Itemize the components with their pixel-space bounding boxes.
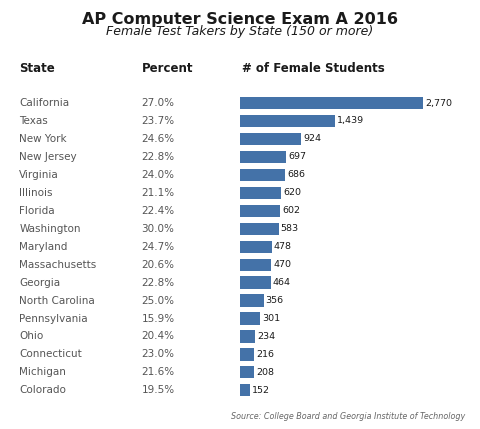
Text: California: California [19,98,69,108]
Text: Texas: Texas [19,116,48,126]
Bar [240,133,301,145]
Text: Colorado: Colorado [19,385,66,396]
Bar [240,330,255,343]
Text: New Jersey: New Jersey [19,152,77,162]
Text: 19.5%: 19.5% [142,385,175,396]
Text: 30.0%: 30.0% [142,224,174,234]
Text: 20.6%: 20.6% [142,260,175,270]
Text: 27.0%: 27.0% [142,98,175,108]
Bar [240,259,271,271]
Bar [240,187,281,199]
Bar [240,151,286,163]
Text: 23.0%: 23.0% [142,350,175,360]
Text: Female Test Takers by State (150 or more): Female Test Takers by State (150 or more… [107,25,373,38]
Text: 924: 924 [303,134,321,143]
Text: 25.0%: 25.0% [142,296,175,305]
Text: 24.7%: 24.7% [142,242,175,252]
Bar [240,366,254,378]
Text: Pennsylvania: Pennsylvania [19,314,88,323]
Text: 20.4%: 20.4% [142,332,175,341]
Text: New York: New York [19,134,67,144]
Text: 152: 152 [252,386,270,395]
Text: 23.7%: 23.7% [142,116,175,126]
Text: 620: 620 [283,188,301,197]
Text: 22.4%: 22.4% [142,206,175,216]
Text: Georgia: Georgia [19,278,60,287]
Text: Ohio: Ohio [19,332,44,341]
Text: 356: 356 [266,296,284,305]
Bar [240,294,264,307]
Text: 21.6%: 21.6% [142,367,175,378]
Text: 2,770: 2,770 [425,99,452,108]
Text: 234: 234 [258,332,276,341]
Text: 583: 583 [281,224,299,233]
Text: 216: 216 [256,350,275,359]
Bar [240,169,285,181]
Text: Connecticut: Connecticut [19,350,82,360]
Text: 470: 470 [273,260,291,269]
Text: 208: 208 [256,368,274,377]
Text: # of Female Students: # of Female Students [242,62,385,75]
Bar [240,276,271,289]
Text: 686: 686 [288,170,305,179]
Text: Source: College Board and Georgia Institute of Technology: Source: College Board and Georgia Instit… [231,412,466,421]
Text: Washington: Washington [19,224,81,234]
Bar [240,205,280,217]
Text: North Carolina: North Carolina [19,296,95,305]
Text: Massachusetts: Massachusetts [19,260,96,270]
Text: 464: 464 [273,278,291,287]
Bar [240,384,250,396]
Text: Florida: Florida [19,206,55,216]
Text: Illinois: Illinois [19,188,53,198]
Text: 478: 478 [274,242,292,251]
Bar [240,97,423,109]
Text: 24.0%: 24.0% [142,170,175,180]
Text: 301: 301 [262,314,280,323]
Bar [240,241,272,253]
Text: Michigan: Michigan [19,367,66,378]
Text: 21.1%: 21.1% [142,188,175,198]
Text: 1,439: 1,439 [337,116,364,125]
Text: AP Computer Science Exam A 2016: AP Computer Science Exam A 2016 [82,12,398,27]
Text: Maryland: Maryland [19,242,68,252]
Text: 15.9%: 15.9% [142,314,175,323]
Bar [240,115,335,127]
Text: Percent: Percent [142,62,193,75]
Bar [240,312,260,325]
Text: 22.8%: 22.8% [142,152,175,162]
Bar [240,223,278,235]
Text: Virginia: Virginia [19,170,59,180]
Text: 602: 602 [282,206,300,215]
Text: 22.8%: 22.8% [142,278,175,287]
Text: 24.6%: 24.6% [142,134,175,144]
Text: State: State [19,62,55,75]
Text: 697: 697 [288,152,306,161]
Bar [240,348,254,360]
